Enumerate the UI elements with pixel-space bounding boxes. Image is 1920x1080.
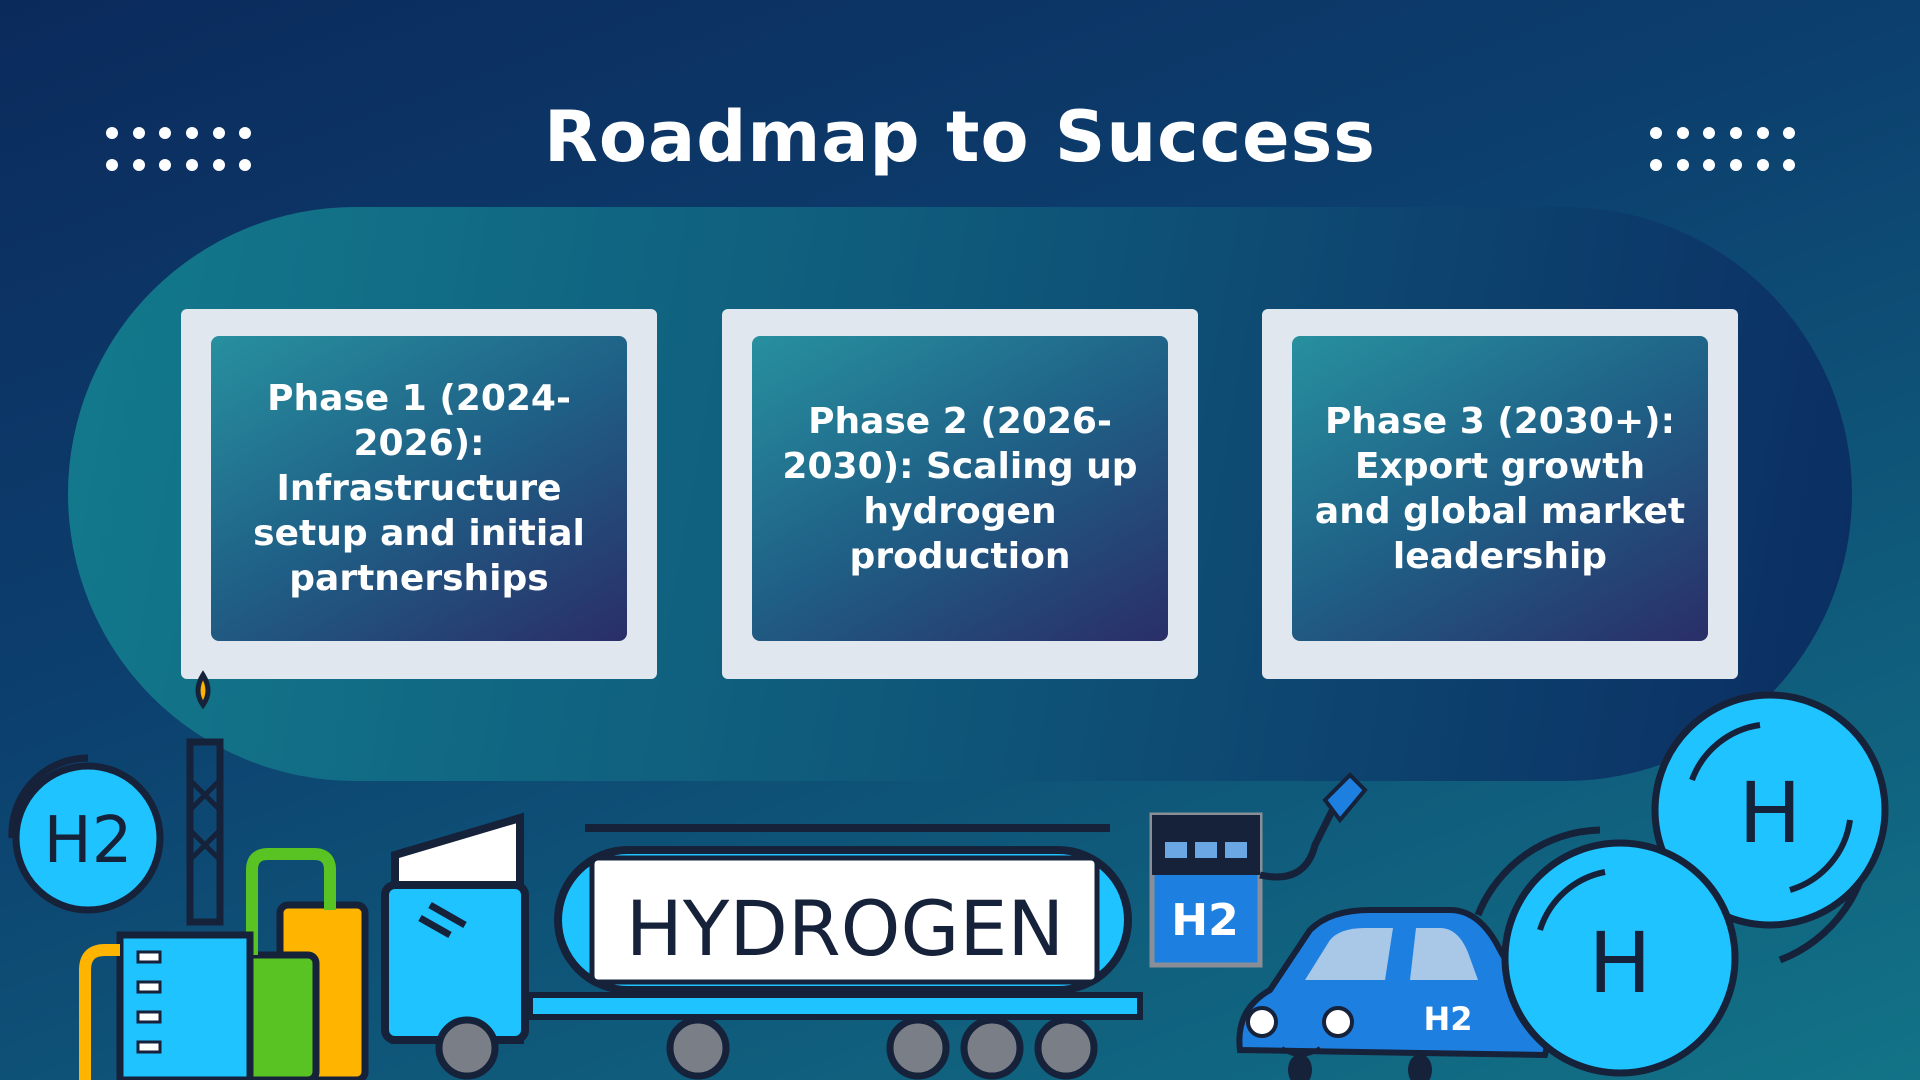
phase-3-text: Phase 3 (2030+): Export growth and globa…	[1314, 400, 1686, 577]
hydrogen-car-icon: H2	[1236, 907, 1551, 1080]
phase-card-2: Phase 2 (2026-2030): Scaling up hydrogen…	[722, 309, 1198, 679]
phase-card-3: Phase 3 (2030+): Export growth and globa…	[1262, 309, 1738, 679]
tanker-label: HYDROGEN	[626, 884, 1064, 973]
h2-molecule-label: H2	[44, 804, 133, 878]
phase-2-text: Phase 2 (2026-2030): Scaling up hydrogen…	[782, 400, 1138, 577]
slide-title: Roadmap to Success	[544, 96, 1376, 178]
hydrogen-tanker-truck-icon: HYDROGEN	[381, 812, 1143, 1080]
h2-molecule-icon: H2	[8, 754, 164, 914]
hydrogen-pump-icon: H2	[1149, 772, 1368, 968]
decorative-dots-right	[1650, 127, 1810, 177]
phase-card-3-inner: Phase 3 (2030+): Export growth and globa…	[1292, 336, 1708, 641]
atom-label-2: H	[1588, 914, 1651, 1012]
phase-1-text: Phase 1 (2024-2026): Infrastructure setu…	[253, 378, 585, 599]
phase-card-1-inner: Phase 1 (2024-2026): Infrastructure setu…	[211, 336, 627, 641]
phase-card-1: Phase 1 (2024-2026): Infrastructure setu…	[181, 309, 657, 679]
atom-label-1: H	[1738, 764, 1801, 862]
pump-label: H2	[1171, 895, 1238, 946]
phase-card-2-inner: Phase 2 (2026-2030): Scaling up hydrogen…	[752, 336, 1168, 641]
decorative-dots-left	[106, 127, 266, 177]
car-label: H2	[1423, 1000, 1472, 1038]
